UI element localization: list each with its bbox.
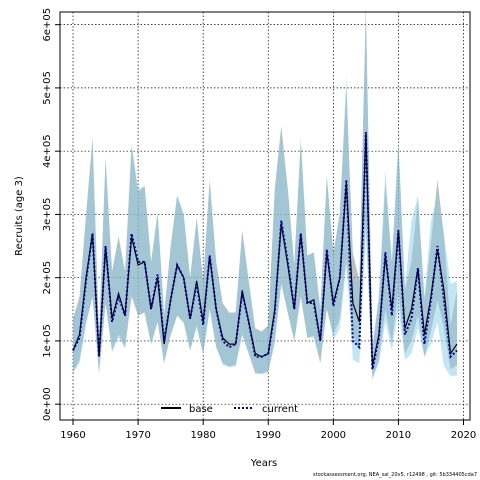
x-tick-label: 1970: [125, 430, 150, 441]
y-axis-title: Recruits (age 3): [14, 176, 25, 256]
y-tick-label: 3e+05: [42, 198, 53, 232]
legend: base current: [161, 404, 298, 415]
y-tick-label: 4e+05: [42, 134, 53, 168]
y-tick-label: 0e+00: [42, 387, 53, 421]
x-tick-label: 1980: [190, 430, 215, 441]
x-tick-label: 2000: [321, 430, 346, 441]
line-current: [72, 132, 458, 370]
y-tick-label: 1e+05: [42, 324, 53, 358]
y-tick-label: 6e+05: [42, 8, 53, 42]
y-tick-label: 2e+05: [42, 261, 53, 295]
y-axis: 0e+00 1e+05 2e+05 3e+05 4e+05 5e+05 6e+05: [42, 8, 60, 421]
y-tick-label: 5e+05: [42, 71, 53, 105]
x-tick-label: 2010: [386, 430, 411, 441]
plot-frame: [59, 11, 471, 421]
x-axis-title: Years: [250, 458, 277, 469]
series-lines: [72, 132, 458, 370]
x-tick-label: 2020: [451, 430, 476, 441]
x-axis: 1960 1970 1980 1990 2000 2010 2020: [60, 420, 476, 441]
footer-credit: stockassessment.org, NEA_sai_20v5, r1249…: [313, 472, 477, 478]
x-tick-label: 1960: [60, 430, 85, 441]
legend-current-label: current: [262, 404, 298, 415]
x-tick-label: 1990: [256, 430, 281, 441]
legend-base-label: base: [189, 404, 213, 415]
